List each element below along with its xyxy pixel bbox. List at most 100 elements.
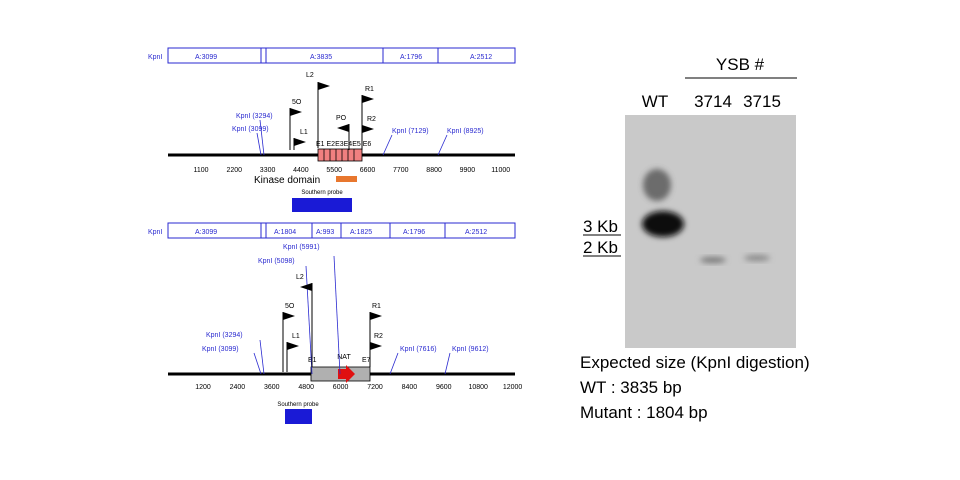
site-line: [382, 134, 393, 156]
nat-marker: [338, 365, 355, 383]
gene-box: [317, 148, 363, 162]
kpni-site: KpnI (7616): [400, 346, 437, 353]
scale-tick: 7200: [367, 384, 383, 391]
band-3715: [744, 255, 770, 261]
probe-label: Southern probe: [277, 402, 319, 408]
kpni-site: KpnI (9612): [452, 346, 489, 353]
scale-tick: 4800: [298, 384, 314, 391]
site-line: [444, 352, 451, 375]
size-marker: 3 Kb: [583, 217, 618, 236]
scale-tick: 11000: [491, 167, 510, 174]
smear: [643, 169, 671, 201]
note: Mutant : 1804 bp: [580, 403, 708, 422]
primer-flag: [290, 108, 302, 116]
lane-label: WT: [642, 92, 668, 111]
fragment-label: A:3099: [195, 229, 217, 236]
site-line: [333, 255, 341, 375]
scale-tick: 10800: [468, 384, 488, 391]
primer-label: 5O: [292, 99, 302, 106]
scale-tick: 2400: [230, 384, 246, 391]
primer-flag: [300, 283, 312, 291]
primer-label: L2: [296, 274, 304, 281]
fragment-label: A:1804: [274, 229, 296, 236]
kinase-domain: [336, 176, 357, 182]
fragment-label: A:3835: [310, 54, 332, 61]
primer-label: R1: [372, 303, 381, 310]
southern-probe: [292, 198, 352, 212]
kpni-site: KpnI (5098): [258, 258, 295, 265]
exon-label: E7: [362, 357, 371, 364]
exon-labels: E1 E2E3E4E5 E6: [316, 141, 371, 148]
primer-label: L2: [306, 72, 314, 79]
scale-tick: 6600: [360, 167, 376, 174]
primer-label: PO: [336, 115, 347, 122]
marker-label: NAT: [337, 354, 351, 361]
kpni-site: KpnI (5991): [283, 244, 320, 251]
scale-tick: 1100: [193, 167, 208, 174]
site-line: [437, 134, 448, 156]
southern-probe: [285, 409, 312, 424]
primer-label: R1: [365, 86, 374, 93]
primer-label: L1: [300, 129, 308, 136]
scale-tick: 12000: [503, 384, 523, 391]
primer-flag: [370, 342, 382, 350]
kpni-site: KpnI (7129): [392, 128, 429, 135]
band-wt: [642, 211, 684, 237]
primer-flag: [337, 124, 349, 132]
primer-flag: [370, 312, 382, 320]
primer-label: R2: [367, 116, 376, 123]
scale-tick: 4400: [293, 167, 309, 174]
scale-tick: 9900: [460, 167, 476, 174]
site-line: [305, 265, 313, 375]
site-line: [259, 339, 265, 375]
fragment-label: A:2512: [470, 54, 492, 61]
fragment-label: A:2512: [465, 229, 487, 236]
primer-flag: [294, 138, 306, 146]
primer-label: 5O: [285, 303, 295, 310]
kpni-site: KpnI (3099): [232, 126, 269, 133]
scale-tick: 8400: [402, 384, 418, 391]
restriction-label: KpnI: [148, 54, 162, 61]
scale-tick: 2200: [227, 167, 243, 174]
scale-tick: 6000: [333, 384, 349, 391]
band-3714: [700, 257, 726, 263]
restriction-bar: [167, 47, 516, 64]
fragment-label: A:1825: [350, 229, 372, 236]
size-marker: 2 Kb: [583, 238, 618, 257]
scale-tick: 9600: [436, 384, 452, 391]
note: WT : 3835 bp: [580, 378, 682, 397]
primer-flag: [283, 312, 295, 320]
scale-tick: 1200: [195, 384, 211, 391]
primer-flag: [362, 125, 374, 133]
primer-label: R2: [374, 333, 383, 340]
kpni-site: KpnI (3099): [202, 346, 239, 353]
primer-flag: [362, 95, 374, 103]
primer-flag: [287, 342, 299, 350]
lane-label: 3714: [694, 92, 732, 111]
probe-label: Southern probe: [301, 190, 343, 196]
lane-label: 3715: [743, 92, 781, 111]
site-line: [256, 132, 262, 156]
note: Expected size (KpnI digestion): [580, 353, 810, 372]
scale-tick: 3300: [260, 167, 276, 174]
primer-flag: [318, 82, 330, 90]
scale-tick: 3600: [264, 384, 280, 391]
site-line: [259, 119, 265, 156]
group-label: YSB #: [716, 55, 765, 74]
primer-label: L1: [292, 333, 300, 340]
site-line: [253, 352, 262, 375]
kpni-site: KpnI (8925): [447, 128, 484, 135]
fragment-label: A:3099: [195, 54, 217, 61]
scale-tick: 5500: [326, 167, 342, 174]
fragment-label: A:1796: [403, 229, 425, 236]
fragment-label: A:993: [316, 229, 334, 236]
fragment-label: A:1796: [400, 54, 422, 61]
site-line: [389, 352, 399, 375]
scale-tick: 7700: [393, 167, 409, 174]
kpni-site: KpnI (3294): [236, 113, 273, 120]
scale-tick: 8800: [426, 167, 442, 174]
kpni-site: KpnI (3294): [206, 332, 243, 339]
restriction-label: KpnI: [148, 229, 162, 236]
domain-label: Kinase domain: [254, 175, 320, 186]
